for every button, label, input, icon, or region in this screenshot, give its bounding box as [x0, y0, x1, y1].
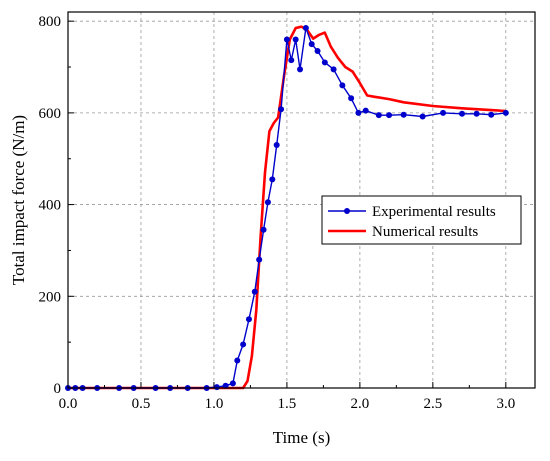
plot-series	[65, 25, 509, 391]
data-point-experimental	[459, 110, 466, 117]
data-point-experimental	[339, 82, 346, 89]
data-point-experimental	[251, 288, 258, 295]
data-point-experimental	[288, 57, 295, 64]
data-point-experimental	[355, 109, 362, 116]
data-point-experimental	[240, 341, 247, 348]
y-axis-title: Total impact force (N/m)	[9, 115, 28, 285]
data-point-experimental	[440, 109, 447, 116]
legend-label-numerical: Numerical results	[372, 224, 478, 240]
series-line-numerical	[68, 25, 506, 390]
data-point-experimental	[386, 112, 393, 119]
y-tick-label: 400	[39, 198, 62, 214]
data-point-experimental	[292, 36, 299, 43]
data-point-experimental	[308, 41, 315, 48]
data-point-experimental	[400, 111, 407, 118]
x-tick-label: 2.0	[351, 396, 370, 412]
data-point-experimental	[229, 380, 236, 387]
data-point-experimental	[245, 316, 252, 323]
legend-marker-experimental	[344, 208, 350, 214]
y-tick-label: 600	[39, 106, 62, 122]
data-point-experimental	[375, 112, 382, 119]
data-point-experimental	[269, 176, 276, 183]
x-tick-label: 0.0	[59, 396, 78, 412]
data-point-experimental	[234, 357, 241, 364]
x-tick-label: 1.5	[278, 396, 297, 412]
legend-label-experimental: Experimental results	[372, 204, 496, 220]
data-point-experimental	[473, 110, 480, 117]
data-point-experimental	[314, 47, 321, 54]
data-point-experimental	[348, 95, 355, 102]
data-point-experimental	[419, 113, 426, 120]
data-point-experimental	[297, 66, 304, 73]
plot-frame	[67, 11, 536, 389]
legend: Experimental results Numerical results	[321, 195, 522, 245]
x-tick-label: 1.0	[205, 396, 224, 412]
data-point-experimental	[278, 106, 285, 113]
axis-ticks: 0.0 0.5 1.0 1.5 2.0 2.5 3.0 0 200 400 600 800	[39, 14, 516, 412]
y-tick-label: 0	[54, 381, 62, 397]
data-point-experimental	[302, 25, 309, 32]
legend-box	[321, 195, 522, 245]
data-point-experimental	[273, 141, 280, 148]
data-point-experimental	[283, 36, 290, 43]
data-point-experimental	[502, 109, 509, 116]
data-point-experimental	[321, 59, 328, 66]
data-point-experimental	[488, 111, 495, 118]
y-tick-label: 200	[39, 289, 62, 305]
data-point-experimental	[264, 199, 271, 206]
data-point-experimental	[362, 107, 369, 114]
x-tick-label: 2.5	[423, 396, 442, 412]
x-tick-label: 3.0	[496, 396, 515, 412]
data-point-experimental	[330, 66, 337, 73]
data-point-experimental	[260, 226, 267, 233]
y-tick-label: 800	[39, 14, 62, 30]
x-tick-label: 0.5	[132, 396, 151, 412]
x-axis-title: Time (s)	[273, 428, 330, 447]
data-point-experimental	[256, 256, 263, 263]
data-point-experimental	[213, 384, 220, 391]
data-point-experimental	[222, 382, 229, 389]
